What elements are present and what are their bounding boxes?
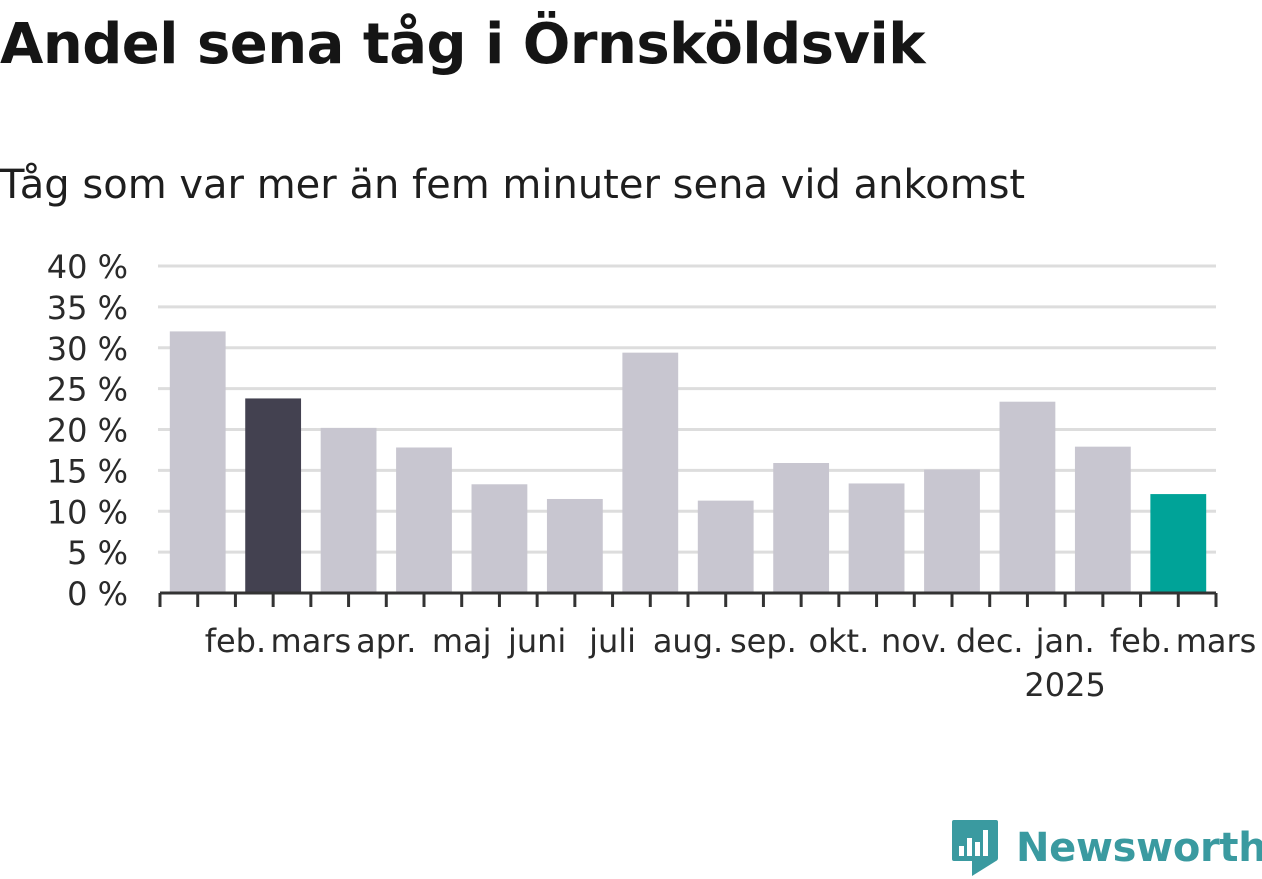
grid-lines	[158, 264, 1216, 554]
x-tick-label: aug.	[653, 622, 723, 660]
y-tick-label: 25 %	[47, 371, 128, 409]
y-tick-label: 20 %	[47, 412, 128, 450]
bar-chart: 0 %5 %10 %15 %20 %25 %30 %35 %40 % feb. m…	[47, 248, 1257, 704]
x-tick-label: mars	[271, 622, 352, 660]
x-axis-tick-labels: feb. mars apr. maj juni juli aug. sep. okt. nov. d…	[205, 622, 1257, 704]
x-tick-label: nov.	[881, 622, 947, 660]
x-tick-label: juli	[588, 622, 636, 660]
x-tick-label: apr.	[356, 622, 416, 660]
y-tick-label: 35 %	[47, 289, 128, 327]
x-tick-label: sep.	[730, 622, 797, 660]
x-tick-label: feb.	[205, 622, 266, 660]
logo-text: Newsworthy	[1016, 825, 1262, 871]
bar-11	[999, 401, 1056, 593]
bar-10	[924, 469, 980, 593]
x-tick-label: maj	[432, 622, 492, 660]
chart-subtitle: Tåg som var mer än fem minuter sena vid …	[0, 162, 1026, 208]
bar-1	[245, 398, 302, 593]
bar-5	[546, 498, 603, 593]
bar-2	[320, 427, 377, 593]
x-tick-label: mars	[1176, 622, 1257, 660]
bar-3	[396, 447, 452, 593]
newsworthy-logo: Newsworthy	[950, 818, 1262, 878]
bar-8	[773, 463, 830, 593]
x-tick-label: feb.	[1110, 622, 1171, 660]
y-tick-label: 30 %	[47, 330, 128, 368]
bar-12	[1074, 446, 1131, 593]
x-tick-label: jan.	[1035, 622, 1095, 660]
x-axis	[158, 591, 1218, 607]
bar-0	[169, 331, 226, 593]
y-tick-label: 5 %	[67, 534, 128, 572]
bar-9	[848, 483, 905, 593]
bar-7	[697, 500, 754, 593]
y-tick-label: 40 %	[47, 248, 128, 286]
y-axis-tick-labels: 0 %5 %10 %15 %20 %25 %30 %35 %40 %	[47, 248, 128, 613]
bars	[169, 331, 1207, 593]
y-tick-label: 15 %	[47, 452, 128, 490]
x-year-label: 2025	[1024, 666, 1105, 704]
chart-title: Andel sena tåg i Örnsköldsvik	[0, 12, 925, 77]
x-tick-label: dec.	[956, 622, 1024, 660]
y-tick-label: 10 %	[47, 493, 128, 531]
x-tick-label: juni	[507, 622, 566, 660]
bar-4	[471, 484, 528, 593]
x-tick-label: okt.	[808, 622, 869, 660]
y-tick-label: 0 %	[67, 575, 128, 613]
bar-6	[622, 352, 679, 593]
newsworthy-chart-icon	[952, 820, 998, 876]
bar-13	[1150, 494, 1207, 593]
